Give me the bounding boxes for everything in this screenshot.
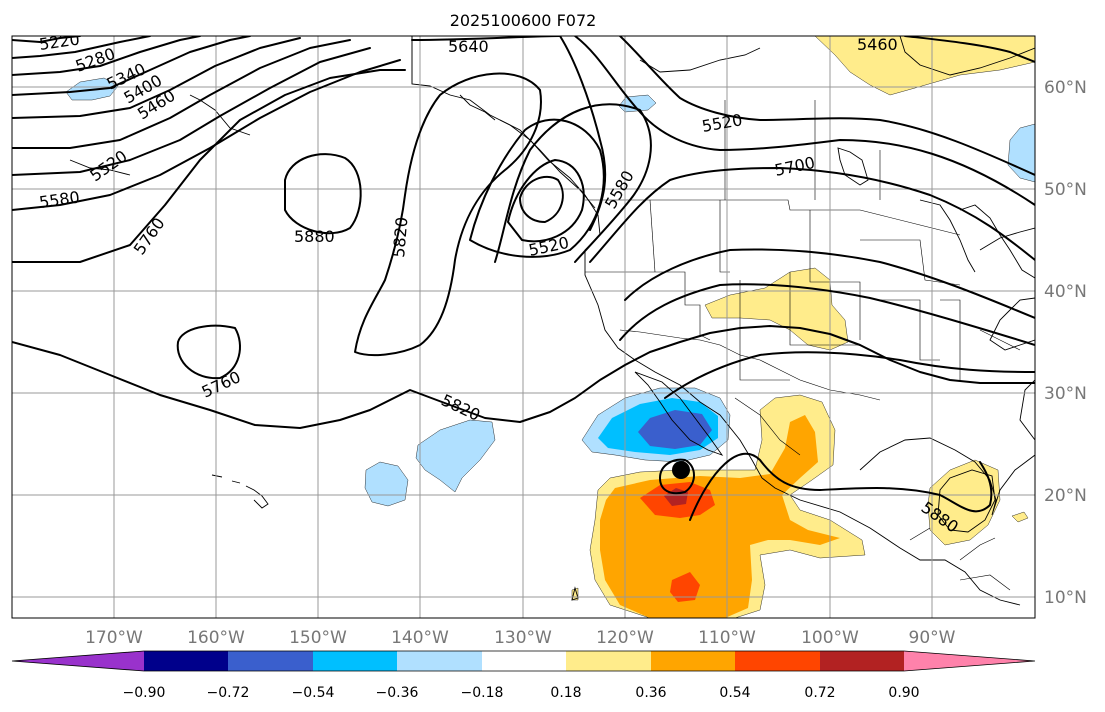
lat-label: 10°N [1044, 588, 1087, 608]
colorbar-swatch-7 [651, 651, 735, 671]
anomaly-patch-hawaii-1 [415, 419, 496, 493]
longitude-labels: 170°W 160°W 150°W 140°W 130°W 120°W 110°… [85, 628, 956, 648]
map-title: 2025100600 F072 [450, 11, 597, 30]
colorbar-swatch-2 [228, 651, 313, 671]
latitude-labels: 60°N 50°N 40°N 30°N 20°N 10°N [1044, 78, 1087, 608]
lat-label: 40°N [1044, 282, 1087, 302]
lon-label: 140°W [391, 628, 449, 648]
contour-label-5820-c: 5820 [389, 216, 411, 258]
lon-label: 130°W [494, 628, 552, 648]
map-frame [11, 35, 1036, 619]
height-contours [12, 36, 1035, 521]
colorbar-tick: −0.18 [461, 685, 504, 701]
anomaly-patch-small-1 [1011, 511, 1029, 523]
colorbar-swatch-3 [313, 651, 397, 671]
colorbar-swatch-8 [735, 651, 820, 671]
colorbar: −0.90 −0.72 −0.54 −0.36 −0.18 0.18 0.36 … [11, 650, 1036, 701]
lat-label: 20°N [1044, 486, 1087, 506]
storm-center-marker [672, 461, 690, 479]
lon-label: 160°W [187, 628, 245, 648]
colorbar-swatch-1 [144, 651, 228, 671]
anomaly-patch-ne [814, 36, 1035, 96]
lon-label: 170°W [85, 628, 143, 648]
colorbar-tick: −0.36 [376, 685, 419, 701]
colorbar-tick: 0.36 [635, 685, 666, 701]
lon-label: 120°W [596, 628, 654, 648]
contour-label-5880-w: 5880 [294, 227, 335, 246]
lon-label: 150°W [289, 628, 347, 648]
contour-label-5640: 5640 [448, 37, 489, 56]
colorbar-tick: 0.72 [804, 685, 835, 701]
colorbar-tick: −0.54 [292, 685, 335, 701]
colorbar-swatch-6 [566, 651, 651, 671]
lon-label: 90°W [909, 628, 956, 648]
anomaly-patch-red-2 [670, 572, 700, 602]
colorbar-swatch-0 [12, 651, 144, 671]
colorbar-outline [11, 650, 1036, 672]
coastlines [69, 36, 1035, 606]
anomaly-patch-orange [600, 415, 840, 618]
lat-label: 60°N [1044, 78, 1087, 98]
colorbar-tick: −0.90 [123, 685, 166, 701]
contour-label-5220: 5220 [38, 29, 81, 53]
lat-label: 30°N [1044, 384, 1087, 404]
map-panel: 5220 5280 5340 5400 5460 5520 5580 5760 … [12, 29, 1035, 618]
colorbar-tick: 0.54 [719, 685, 750, 701]
colorbar-swatch-9 [820, 651, 904, 671]
anomaly-patch-east [1007, 123, 1035, 183]
colorbar-tick: 0.18 [550, 685, 581, 701]
anomaly-patch-yucatan [927, 459, 1001, 546]
contour-label-5460-ne: 5460 [857, 35, 898, 54]
colorbar-swatch-10 [904, 651, 1035, 671]
lat-label: 50°N [1044, 180, 1087, 200]
colorbar-tick: −0.72 [207, 685, 250, 701]
lon-label: 100°W [801, 628, 859, 648]
lon-label: 110°W [698, 628, 756, 648]
anomaly-patch-baja-dark [638, 410, 712, 449]
colorbar-swatch-5 [482, 651, 566, 671]
colorbar-tick: 0.90 [888, 685, 919, 701]
colorbar-swatch-4 [397, 651, 482, 671]
